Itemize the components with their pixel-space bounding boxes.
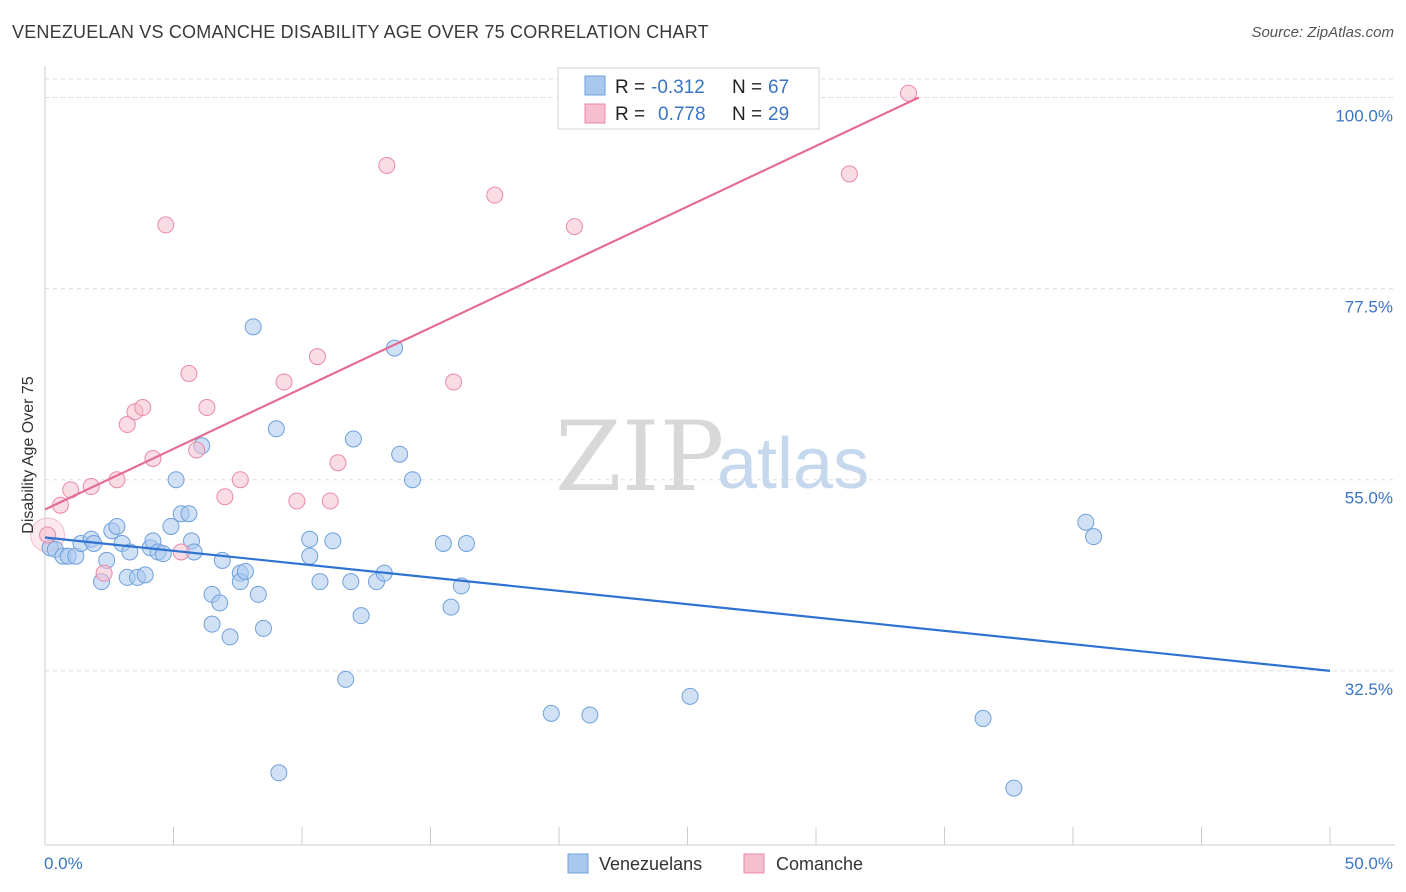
point-venezuelan xyxy=(1005,779,1023,797)
point-comanche xyxy=(216,488,234,506)
watermark: ZIP atlas xyxy=(555,401,869,513)
point-venezuelan xyxy=(581,706,599,724)
point-venezuelan xyxy=(352,607,370,625)
watermark-atlas: atlas xyxy=(717,424,869,504)
point-comanche xyxy=(39,526,57,544)
point-comanche xyxy=(134,399,152,417)
correlation-legend: R = -0.312 N = 67 R = 0.778 N = 29 xyxy=(557,67,820,130)
point-venezuelan xyxy=(301,547,319,565)
watermark-zip: ZIP xyxy=(555,401,724,513)
point-venezuelan xyxy=(254,619,272,637)
x-tick-labels: 0.0% 50.0% xyxy=(44,854,1393,873)
trend-lines xyxy=(44,96,1331,672)
point-venezuelan xyxy=(311,573,329,591)
point-venezuelan xyxy=(404,471,422,489)
y-tick-label: 55.0% xyxy=(1345,489,1393,508)
point-venezuelan xyxy=(244,318,262,336)
point-venezuelan xyxy=(203,615,221,633)
series-legend-label-venezuelans: Venezuelans xyxy=(599,854,702,874)
trend-line-comanche xyxy=(44,96,920,511)
point-venezuelan xyxy=(344,430,362,448)
legend-n-value: 29 xyxy=(768,104,789,125)
point-venezuelan xyxy=(391,445,409,463)
point-comanche xyxy=(118,416,136,434)
point-venezuelan xyxy=(324,532,342,550)
legend-r-label: R = xyxy=(615,77,645,98)
point-venezuelan xyxy=(136,566,154,584)
point-venezuelan xyxy=(442,598,460,616)
y-tick-label: 77.5% xyxy=(1345,298,1393,317)
point-venezuelan xyxy=(162,517,180,535)
series-legend: Venezuelans Comanche xyxy=(567,853,863,874)
trend-line-venezuelan xyxy=(44,536,1331,672)
point-comanche xyxy=(231,471,249,489)
point-venezuelan xyxy=(1085,528,1103,546)
point-venezuelan xyxy=(154,545,172,563)
x-tick-label: 50.0% xyxy=(1345,854,1393,873)
axes xyxy=(44,66,1395,846)
point-comanche xyxy=(288,492,306,510)
legend-n-label: N = xyxy=(732,104,762,125)
point-venezuelan xyxy=(221,628,239,646)
point-comanche xyxy=(840,165,858,183)
legend-n-value: 67 xyxy=(768,77,789,98)
y-tick-label: 32.5% xyxy=(1345,680,1393,699)
point-venezuelan xyxy=(457,534,475,552)
point-comanche xyxy=(565,218,583,236)
point-comanche xyxy=(108,471,126,489)
legend-r-value: 0.778 xyxy=(658,104,706,125)
point-comanche xyxy=(308,348,326,366)
legend-swatch-venezuelans xyxy=(584,75,606,96)
point-venezuelan xyxy=(342,573,360,591)
source-label: Source: ZipAtlas.com xyxy=(1251,24,1394,41)
point-venezuelan xyxy=(974,709,992,727)
y-axis-title: Disability Age Over 75 xyxy=(20,376,37,534)
legend-r-label: R = xyxy=(615,104,645,125)
chart-title: VENEZUELAN VS COMANCHE DISABILITY AGE OV… xyxy=(12,22,709,42)
point-venezuelan xyxy=(1077,513,1095,531)
point-venezuelan xyxy=(301,530,319,548)
point-comanche xyxy=(95,564,113,582)
point-venezuelan xyxy=(236,562,254,580)
point-venezuelan xyxy=(337,670,355,688)
point-venezuelan xyxy=(434,534,452,552)
point-comanche xyxy=(275,373,293,391)
series-legend-swatch-comanche xyxy=(743,853,765,874)
point-venezuelan xyxy=(108,517,126,535)
point-venezuelan xyxy=(180,505,198,523)
point-venezuelan xyxy=(681,687,699,705)
point-venezuelan xyxy=(542,704,560,722)
point-venezuelan xyxy=(121,543,139,561)
series-legend-label-comanche: Comanche xyxy=(776,854,863,874)
legend-n-label: N = xyxy=(732,77,762,98)
point-venezuelan xyxy=(267,420,285,438)
y-tick-label: 100.0% xyxy=(1335,106,1393,125)
x-tick-label: 0.0% xyxy=(44,854,83,873)
point-comanche xyxy=(198,399,216,417)
legend-swatch-comanche xyxy=(584,103,606,124)
point-venezuelan xyxy=(270,764,288,782)
point-comanche xyxy=(188,441,206,459)
legend-r-value: -0.312 xyxy=(651,77,705,98)
point-venezuelan xyxy=(167,471,185,489)
point-comanche xyxy=(329,454,347,472)
point-venezuelan xyxy=(211,594,229,612)
point-comanche xyxy=(378,156,396,174)
point-comanche xyxy=(486,186,504,204)
y-tick-labels: 32.5% 55.0% 77.5% 100.0% xyxy=(1335,106,1393,698)
point-comanche xyxy=(445,373,463,391)
point-comanche xyxy=(180,365,198,383)
series-legend-swatch-venezuelans xyxy=(567,853,589,874)
point-comanche xyxy=(157,216,175,234)
point-venezuelan xyxy=(249,585,267,603)
point-comanche xyxy=(321,492,339,510)
